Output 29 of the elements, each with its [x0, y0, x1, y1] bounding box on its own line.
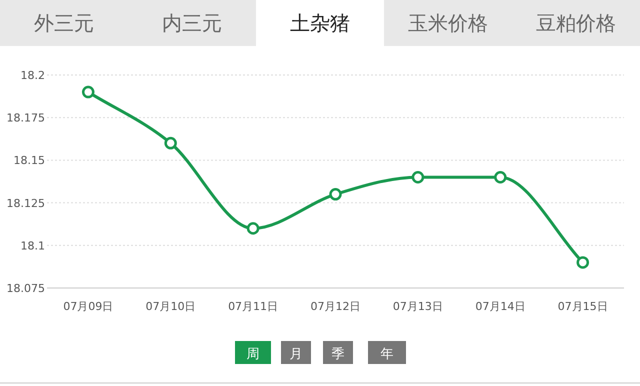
- x-tick-label: 07月09日: [63, 300, 114, 313]
- text: 周: [246, 347, 260, 362]
- point: [412, 170, 424, 184]
- x-tick-label: 07月10日: [146, 300, 196, 313]
- x-tick-label: 07月11日: [228, 300, 278, 313]
- x-tick-label: 07月15日: [558, 300, 608, 313]
- text: 年: [380, 347, 394, 362]
- text: 豆粕价格: [536, 11, 616, 35]
- point: [576, 256, 590, 269]
- y-tick-label: 18.175: [6, 112, 45, 125]
- point: [82, 86, 94, 98]
- text: 内三元: [162, 11, 222, 35]
- point: [329, 188, 342, 201]
- text: 土杂猪: [290, 11, 350, 35]
- point: [494, 170, 507, 184]
- x-tick-label: 07月13日: [392, 300, 443, 313]
- text: 外三元: [34, 11, 94, 35]
- point: [164, 136, 177, 150]
- y-tick-label: 18.15: [14, 154, 45, 168]
- y-tick-label: 18.125: [6, 196, 45, 210]
- y-tick-label: 18.1: [20, 239, 45, 252]
- text: 季: [332, 347, 344, 362]
- y-tick-label: 18.075: [6, 282, 45, 295]
- text: 玉米价格: [408, 11, 488, 35]
- text: 月: [290, 347, 302, 362]
- x-tick-label: 07月12日: [310, 300, 360, 313]
- x-tick-label: 07月14日: [475, 300, 526, 313]
- point: [246, 222, 260, 235]
- y-tick-label: 18.2: [20, 69, 45, 82]
